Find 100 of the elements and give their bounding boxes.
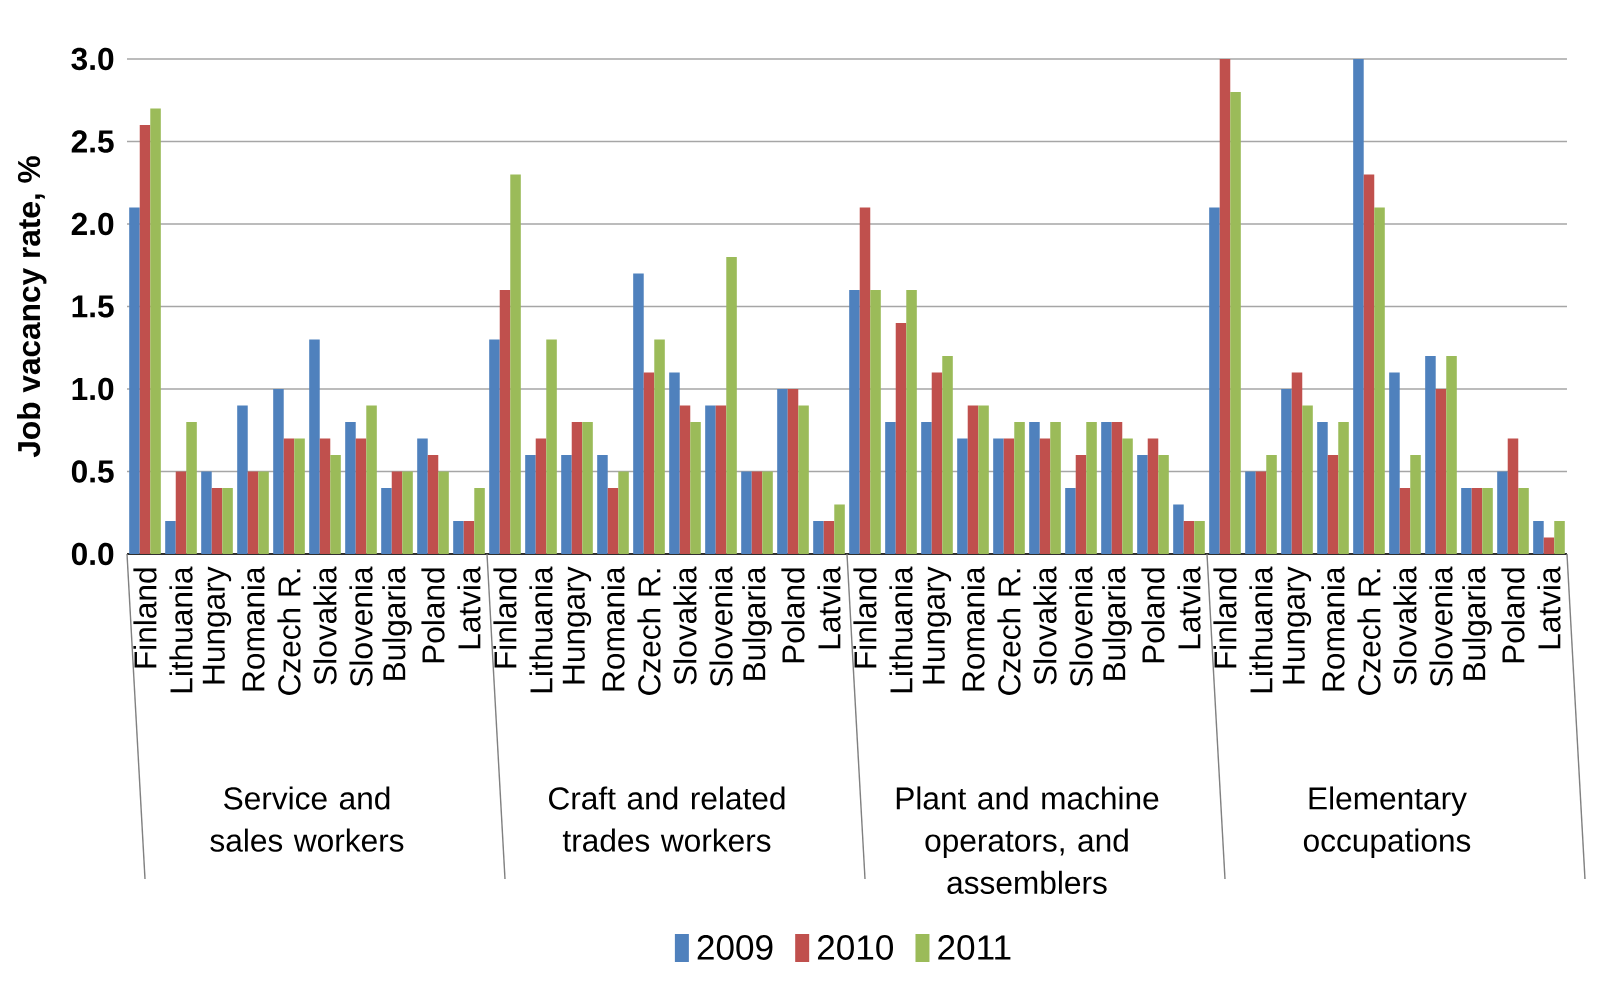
bar [849, 290, 860, 554]
bar [870, 290, 881, 554]
y-tick-label: 0.0 [71, 542, 114, 566]
bar [535, 438, 547, 554]
bar [705, 405, 716, 554]
x-tick-label: Poland [421, 568, 445, 663]
x-tick-label: Finland [133, 568, 157, 668]
bar [1374, 207, 1385, 554]
bar [1317, 422, 1328, 554]
bar [438, 471, 449, 554]
bar [1543, 537, 1555, 554]
x-tick-label: Slovenia [709, 566, 733, 687]
bar [993, 438, 1004, 554]
x-tick-label: Lithuania [529, 566, 553, 693]
bar [859, 207, 871, 554]
bar [690, 422, 701, 554]
x-tick-label: Slovenia [349, 566, 373, 687]
x-tick-label: Slovenia [1429, 566, 1453, 687]
bar [1230, 92, 1241, 554]
text: Craft and related trades workers [549, 786, 785, 852]
x-tick-label: Romania [601, 566, 625, 691]
bar [1065, 487, 1076, 554]
bar [1014, 422, 1025, 554]
bar [525, 454, 536, 554]
bar [1137, 454, 1148, 554]
y-tick-label: 0.5 [71, 460, 114, 483]
bar [1194, 521, 1205, 554]
bar [1219, 59, 1231, 554]
bar [1075, 454, 1087, 554]
bar [237, 405, 248, 554]
x-tick-label: Bulgaria [742, 566, 772, 680]
y-tick-label: 2.0 [71, 212, 114, 236]
bar [1122, 438, 1133, 554]
bar [1338, 422, 1349, 554]
x-tick-label: Hungary [202, 566, 232, 684]
legend-label: 2010 [817, 935, 894, 960]
text: Service and sales workers [210, 786, 404, 852]
bar [777, 389, 788, 554]
bar [175, 471, 187, 554]
bar [463, 521, 475, 554]
bar [715, 405, 727, 554]
bar [921, 422, 932, 554]
bar [1266, 454, 1277, 554]
bar [319, 438, 331, 554]
bar [762, 471, 773, 554]
bar [1497, 471, 1508, 554]
bar [978, 405, 989, 554]
x-tick-label: Lithuania [889, 566, 913, 693]
x-tick-label: Bulgaria [1462, 566, 1492, 680]
x-tick-label: Poland [1141, 568, 1165, 663]
y-tick-label: 2.5 [71, 130, 114, 153]
bar [1050, 422, 1061, 554]
x-tick-label: Slovenia [1069, 566, 1093, 687]
bar [1435, 389, 1447, 554]
bar [391, 471, 403, 554]
legend-label: 2011 [938, 935, 1011, 960]
bar [1255, 471, 1267, 554]
x-tick-label: Hungary [922, 566, 952, 684]
x-tick-label: Romania [241, 566, 265, 691]
x-tick-label: Poland [1501, 568, 1525, 663]
bar [741, 471, 752, 554]
bar [561, 454, 572, 554]
x-tick-label: Latvia [1537, 566, 1561, 649]
bar [1158, 454, 1169, 554]
x-tick-label: Czech R. [277, 569, 301, 695]
bar [618, 471, 629, 554]
bar [402, 471, 413, 554]
x-tick-label: Slovakia [1393, 566, 1417, 685]
x-tick-label: Bulgaria [1102, 566, 1132, 680]
bar [453, 521, 464, 554]
bar [355, 438, 367, 554]
x-tick-label: Finland [493, 568, 517, 668]
bar [201, 471, 212, 554]
x-tick-label: Finland [853, 568, 877, 668]
bar [1086, 422, 1097, 554]
bar [1003, 438, 1015, 554]
bar [582, 422, 593, 554]
bar [1353, 59, 1364, 554]
bar [1291, 372, 1303, 554]
x-tick-label: Romania [1321, 566, 1345, 691]
x-tick-label: Romania [961, 566, 985, 691]
bar [1518, 487, 1529, 554]
bar [813, 521, 824, 554]
bar [247, 471, 259, 554]
bar [1507, 438, 1519, 554]
bar [1183, 521, 1195, 554]
bar [1399, 487, 1411, 554]
y-tick-label: 1.0 [72, 377, 114, 401]
bar [931, 372, 943, 554]
x-tick-label: Finland [1213, 568, 1237, 668]
bar [427, 454, 439, 554]
bar [1101, 422, 1112, 554]
bar [1425, 355, 1436, 554]
x-tick-label: Latvia [1177, 566, 1201, 649]
bar [1446, 355, 1457, 554]
bar [787, 389, 799, 554]
bar [906, 290, 917, 554]
bar [489, 339, 500, 554]
bar [330, 454, 341, 554]
bar [546, 339, 557, 554]
